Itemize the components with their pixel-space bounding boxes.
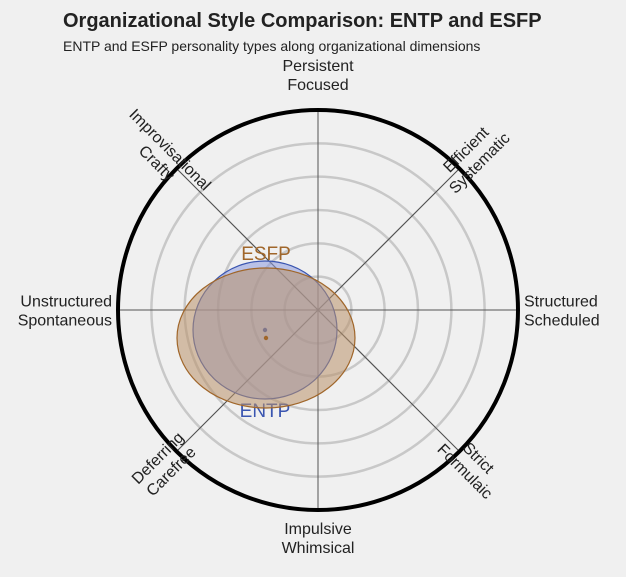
chart-subtitle: ENTP and ESFP personality types along or… [63,38,481,54]
axis-label-line: Structured [524,294,598,311]
axis-label-line: Persistent [282,58,354,75]
series-center-esfp [263,335,269,341]
axis-label: Structured Scheduled [524,294,600,330]
axis-label-line: Spontaneous [18,313,112,330]
axis-label-line: Unstructured [20,294,112,311]
axis-label-line: Focused [287,77,348,94]
axis-label-line: Scheduled [524,313,600,330]
axis-label: Impulsive Whimsical [282,521,355,557]
axis-label: DeferringCarefree [129,429,201,501]
chart-title: Organizational Style Comparison: ENTP an… [63,10,542,32]
axis-label: Unstructured Spontaneous [18,294,112,330]
series-label-esfp: ESFP [241,244,291,265]
axis-label-line: Whimsical [282,540,355,557]
axis-label: Persistent Focused [282,58,354,94]
axis-label-line: Impulsive [284,521,352,538]
outer-ring [116,108,520,512]
